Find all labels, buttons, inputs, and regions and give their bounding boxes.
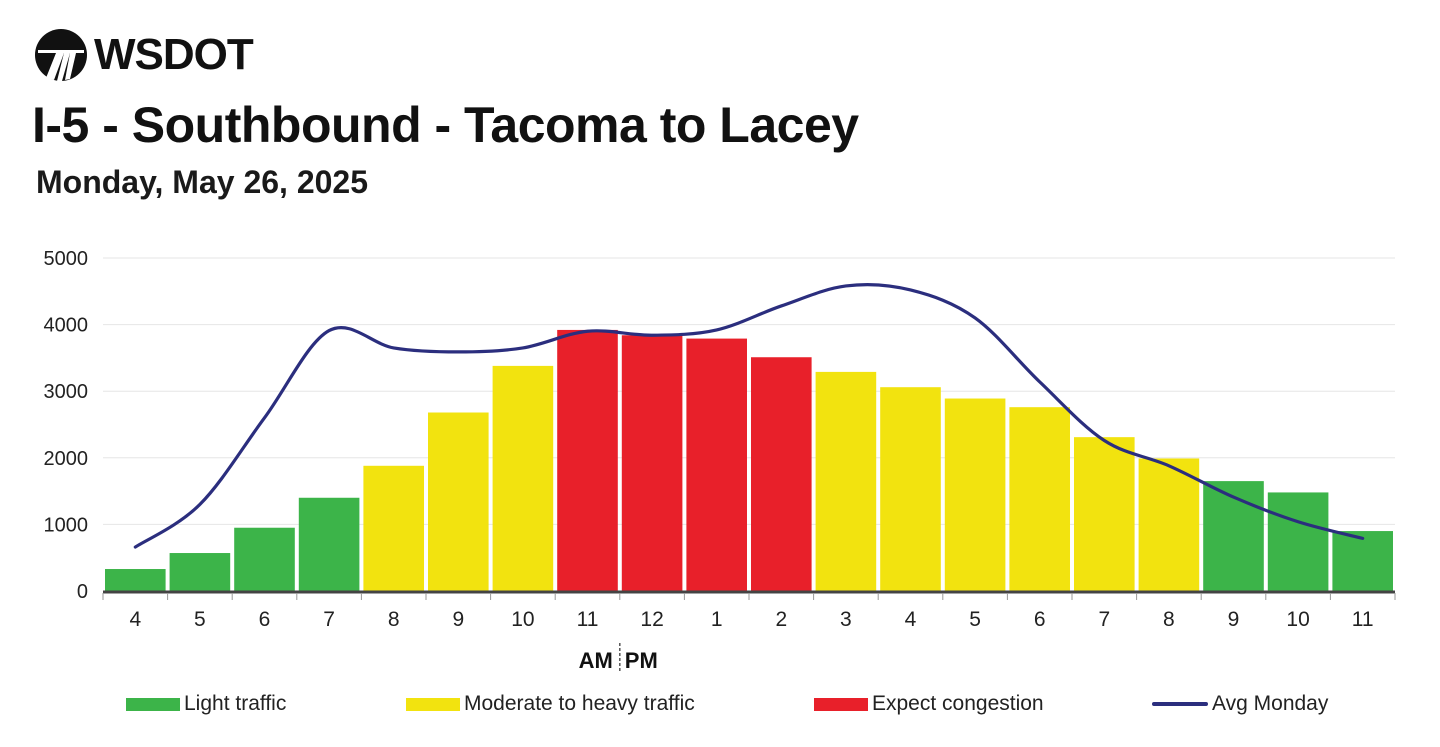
x-tick-label: 3 bbox=[840, 608, 852, 631]
avg-monday-line bbox=[133, 283, 1365, 549]
legend-label-moderate: Moderate to heavy traffic bbox=[464, 692, 695, 715]
x-tick-label: 9 bbox=[1228, 608, 1240, 631]
bar bbox=[815, 371, 877, 591]
bar bbox=[557, 329, 618, 591]
x-tick-label: 11 bbox=[577, 608, 599, 631]
x-tick-label: 4 bbox=[129, 608, 141, 631]
x-tick-label: 4 bbox=[905, 608, 917, 631]
bar bbox=[428, 412, 489, 591]
x-tick-label: 2 bbox=[775, 608, 787, 631]
chart-legend: Light traffic Moderate to heavy traffic … bbox=[0, 689, 1440, 719]
x-tick-label: 10 bbox=[1286, 608, 1309, 631]
y-tick-label: 5000 bbox=[44, 248, 89, 270]
legend-swatch-avg bbox=[1152, 702, 1208, 706]
x-tick-label: 7 bbox=[1098, 608, 1110, 631]
bar bbox=[1074, 437, 1135, 591]
bar bbox=[880, 387, 941, 591]
y-tick-label: 1000 bbox=[44, 514, 89, 536]
bar bbox=[686, 338, 747, 591]
bar bbox=[944, 398, 1006, 591]
legend-swatch-light bbox=[126, 697, 180, 711]
bar bbox=[105, 569, 166, 591]
logo-text: WSDOT bbox=[94, 30, 254, 79]
bar bbox=[234, 527, 295, 591]
wsdot-logo: WSDOT bbox=[34, 28, 254, 82]
am-label: AM bbox=[579, 648, 613, 673]
x-tick-label: 12 bbox=[640, 608, 663, 631]
legend-item-light: Light traffic bbox=[126, 689, 286, 719]
legend-item-avg: Avg Monday bbox=[1152, 689, 1328, 719]
chart-title: I-5 - Southbound - Tacoma to Lacey bbox=[32, 97, 859, 153]
x-tick-label: 6 bbox=[1034, 608, 1046, 631]
x-tick-label: 6 bbox=[259, 608, 271, 631]
bar bbox=[621, 335, 683, 591]
bar bbox=[1009, 407, 1070, 591]
legend-label-avg: Avg Monday bbox=[1212, 692, 1329, 715]
bar bbox=[1203, 481, 1264, 591]
chart-subtitle: Monday, May 26, 2025 bbox=[36, 164, 368, 200]
x-tick-label: 7 bbox=[323, 608, 335, 631]
bar bbox=[1138, 458, 1200, 591]
pm-label: PM bbox=[625, 648, 658, 673]
x-tick-label: 10 bbox=[511, 608, 534, 631]
x-tick-label: 8 bbox=[388, 608, 400, 631]
bar bbox=[363, 465, 424, 591]
legend-label-congestion: Expect congestion bbox=[872, 692, 1044, 715]
legend-label-light: Light traffic bbox=[184, 692, 287, 715]
legend-item-congestion: Expect congestion bbox=[814, 689, 1044, 719]
bar bbox=[1267, 492, 1329, 591]
y-tick-label: 4000 bbox=[44, 315, 89, 337]
x-tick-label: 8 bbox=[1163, 608, 1175, 631]
x-tick-label: 9 bbox=[452, 608, 464, 631]
y-tick-label: 3000 bbox=[44, 381, 89, 403]
y-tick-label: 0 bbox=[77, 581, 88, 603]
wsdot-logo-icon bbox=[35, 29, 87, 81]
x-tick-label: 1 bbox=[711, 608, 723, 631]
bar bbox=[298, 497, 360, 591]
x-tick-label: 11 bbox=[1352, 608, 1374, 631]
x-tick-label: 5 bbox=[969, 608, 981, 631]
bar bbox=[169, 553, 231, 591]
y-tick-label: 2000 bbox=[44, 448, 89, 470]
legend-item-moderate: Moderate to heavy traffic bbox=[406, 689, 695, 719]
legend-swatch-moderate bbox=[406, 697, 460, 711]
bar bbox=[492, 365, 554, 591]
bar bbox=[1332, 531, 1393, 591]
bar bbox=[751, 357, 812, 591]
x-tick-label: 5 bbox=[194, 608, 206, 631]
legend-swatch-congestion bbox=[814, 697, 868, 711]
